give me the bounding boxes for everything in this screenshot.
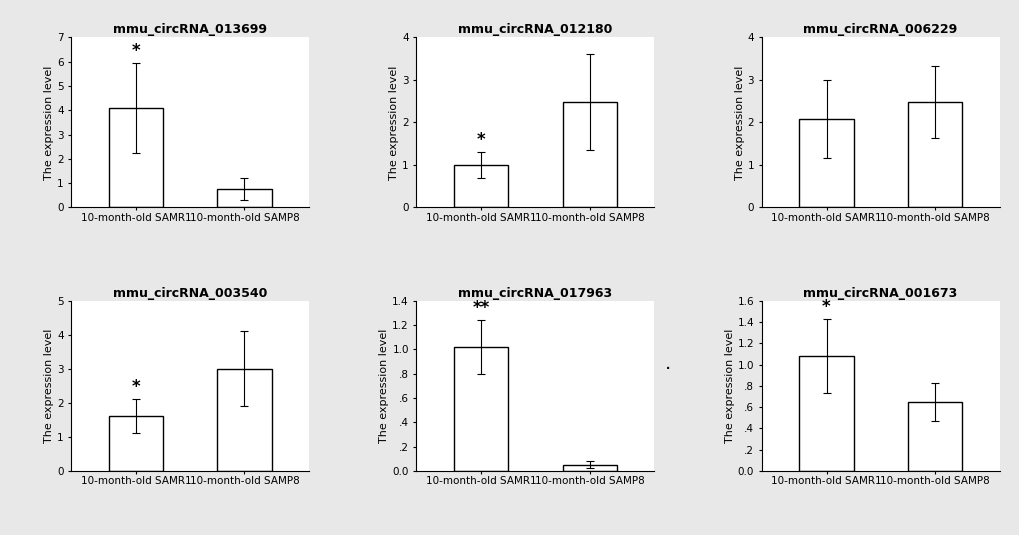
Bar bbox=[562, 102, 616, 208]
Title: mmu_circRNA_006229: mmu_circRNA_006229 bbox=[803, 24, 957, 36]
Y-axis label: The expression level: The expression level bbox=[723, 328, 734, 443]
Text: .: . bbox=[664, 354, 671, 373]
Text: *: * bbox=[131, 378, 141, 396]
Bar bbox=[217, 189, 271, 208]
Bar bbox=[799, 119, 853, 208]
Title: mmu_circRNA_001673: mmu_circRNA_001673 bbox=[803, 287, 957, 300]
Y-axis label: The expression level: The expression level bbox=[44, 65, 54, 180]
Y-axis label: The expression level: The expression level bbox=[379, 328, 389, 443]
Bar bbox=[799, 356, 853, 471]
Bar bbox=[907, 402, 961, 471]
Bar bbox=[109, 108, 163, 208]
Bar bbox=[453, 165, 507, 208]
Bar bbox=[453, 347, 507, 471]
Text: *: * bbox=[131, 42, 141, 59]
Title: mmu_circRNA_013699: mmu_circRNA_013699 bbox=[113, 24, 267, 36]
Text: **: ** bbox=[473, 299, 489, 317]
Bar bbox=[562, 465, 616, 471]
Bar bbox=[217, 369, 271, 471]
Text: *: * bbox=[821, 297, 830, 316]
Title: mmu_circRNA_017963: mmu_circRNA_017963 bbox=[458, 287, 612, 300]
Bar bbox=[109, 416, 163, 471]
Text: *: * bbox=[477, 131, 485, 149]
Title: mmu_circRNA_003540: mmu_circRNA_003540 bbox=[113, 287, 267, 300]
Bar bbox=[907, 102, 961, 208]
Y-axis label: The expression level: The expression level bbox=[389, 65, 399, 180]
Y-axis label: The expression level: The expression level bbox=[734, 65, 744, 180]
Title: mmu_circRNA_012180: mmu_circRNA_012180 bbox=[458, 24, 612, 36]
Y-axis label: The expression level: The expression level bbox=[44, 328, 54, 443]
